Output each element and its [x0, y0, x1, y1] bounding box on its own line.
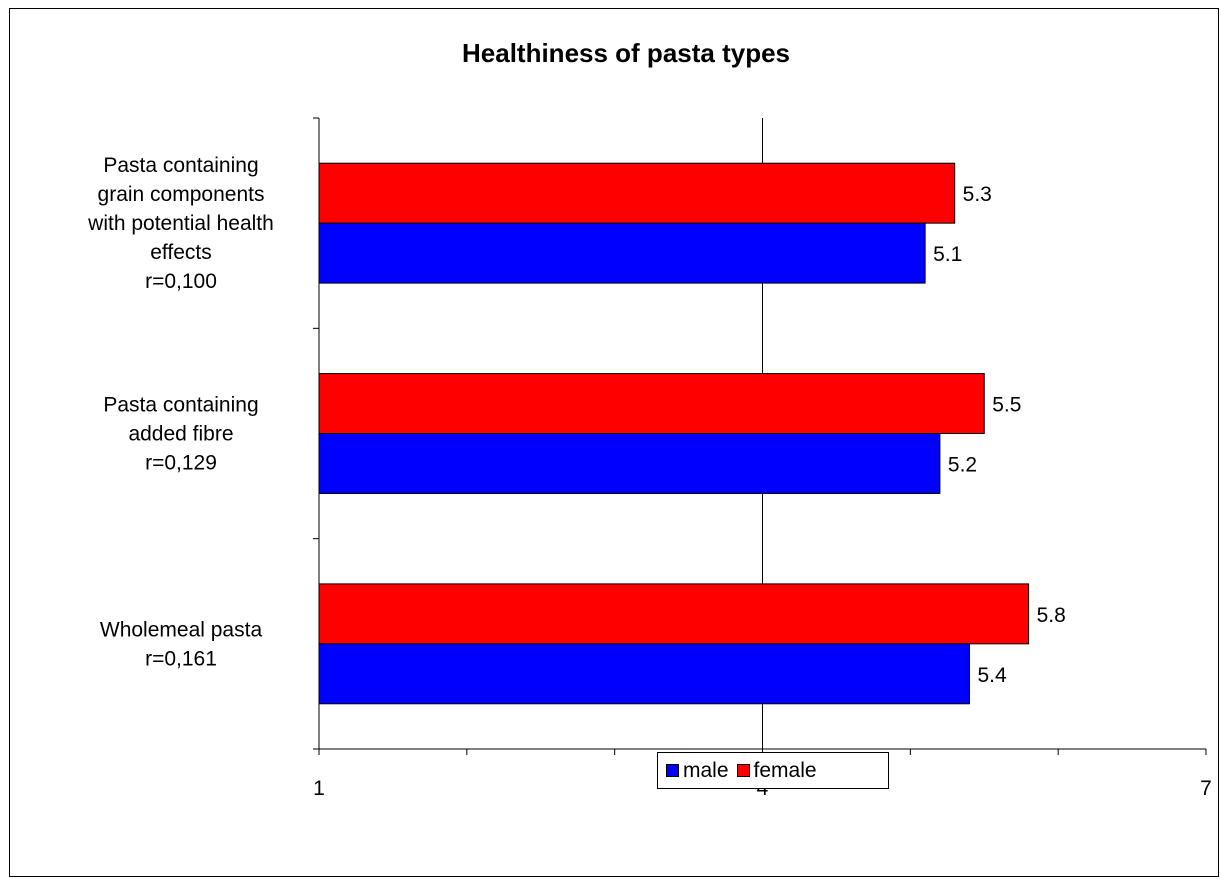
- category-label-1-line-1: added fibre: [128, 423, 233, 446]
- category-label-0-line-4: r=0,100: [145, 270, 217, 293]
- category-label-2-line-1: r=0,161: [145, 647, 217, 670]
- data-label-female-0: 5.3: [963, 183, 992, 206]
- x-tick-label-0: 1: [313, 777, 325, 800]
- legend-swatch-female: [736, 764, 750, 777]
- legend: male female: [657, 752, 889, 789]
- category-label-0-line-2: with potential health: [87, 212, 274, 235]
- x-tick-label-2: 7: [1200, 777, 1212, 800]
- category-label-0-line-1: grain components: [98, 183, 265, 206]
- bar-female-0: [318, 162, 956, 224]
- data-label-female-2: 5.8: [1037, 604, 1066, 627]
- data-label-female-1: 5.5: [992, 394, 1021, 417]
- bar-male-2: [318, 643, 970, 705]
- category-label-1-line-0: Pasta containing: [103, 394, 258, 417]
- category-label-1-line-2: r=0,129: [145, 452, 217, 475]
- legend-label-male: male: [683, 758, 729, 782]
- bar-female-2: [318, 583, 1030, 645]
- legend-item-male: male: [666, 759, 729, 783]
- category-label-0-line-3: effects: [150, 241, 211, 264]
- category-label-0-line-0: Pasta containing: [103, 154, 258, 177]
- legend-swatch-male: [666, 764, 679, 777]
- bar-female-1: [318, 373, 985, 434]
- category-label-2-line-0: Wholemeal pasta: [100, 618, 263, 641]
- bar-male-1: [318, 433, 941, 494]
- bar-male-0: [318, 222, 926, 284]
- data-label-male-0: 5.1: [933, 243, 962, 266]
- data-label-male-1: 5.2: [948, 453, 977, 476]
- legend-label-female: female: [753, 758, 817, 782]
- legend-item-female: female: [736, 758, 817, 783]
- data-label-male-2: 5.4: [977, 664, 1007, 687]
- chart-title: Healthiness of pasta types: [462, 38, 790, 68]
